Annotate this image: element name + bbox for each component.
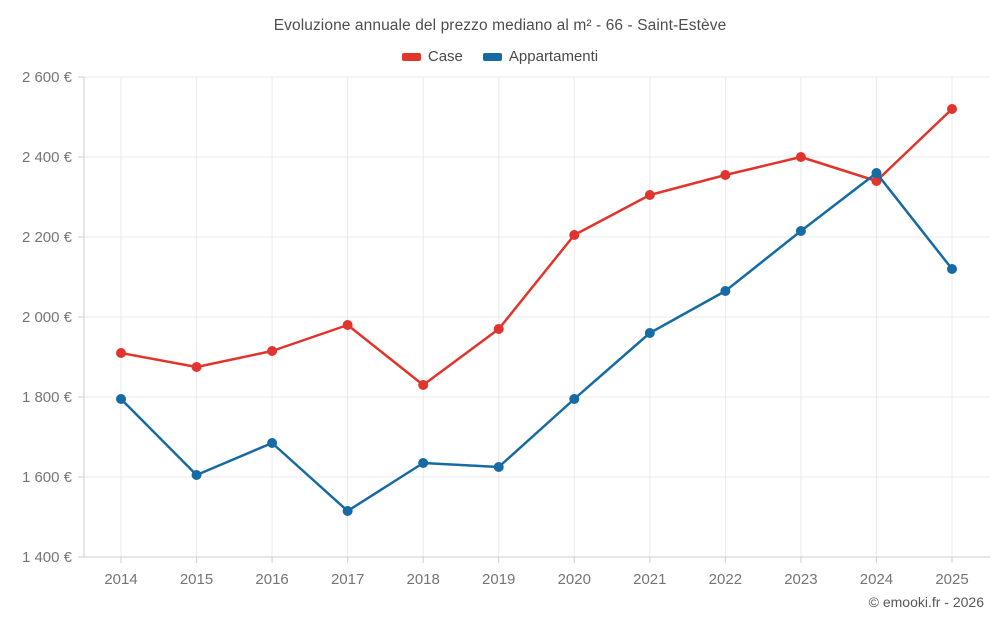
point-appartamenti-2020[interactable] (569, 394, 580, 404)
legend-label-case: Case (427, 48, 463, 65)
point-case-2018[interactable] (418, 380, 429, 390)
point-appartamenti-2022[interactable] (720, 286, 731, 296)
point-case-2022[interactable] (720, 170, 731, 180)
line-appartamenti (119, 171, 954, 513)
x-axis-label: 2023 (784, 571, 817, 588)
x-axis-label: 2015 (180, 571, 213, 588)
point-appartamenti-2025[interactable] (947, 264, 957, 274)
copyright-credit: © emooki.fr - 2026 (868, 594, 984, 610)
y-axis-label: 2 600 € (22, 69, 73, 86)
x-axis-label: 2022 (709, 571, 742, 588)
x-axis-label: 2017 (331, 571, 364, 588)
point-case-2019[interactable] (493, 324, 504, 334)
x-axis-label: 2018 (406, 571, 439, 588)
y-axis-label: 2 000 € (22, 309, 73, 326)
point-appartamenti-2018[interactable] (418, 458, 429, 468)
point-case-2017[interactable] (342, 320, 353, 330)
y-axis-label: 1 800 € (22, 389, 73, 406)
legend-swatch-appartamenti (482, 52, 502, 61)
point-case-2021[interactable] (644, 190, 655, 200)
point-appartamenti-2015[interactable] (191, 470, 202, 480)
x-axis-label: 2020 (558, 571, 591, 588)
point-case-2020[interactable] (569, 230, 580, 240)
legend-swatch-case (401, 52, 421, 61)
point-case-2025[interactable] (947, 104, 957, 114)
x-axis-label: 2021 (633, 571, 666, 588)
y-axis-label: 2 400 € (22, 149, 73, 166)
legend-label-appartamenti: Appartamenti (508, 48, 599, 65)
line-case (119, 107, 954, 387)
y-axis-label: 1 600 € (22, 469, 73, 486)
point-appartamenti-2017[interactable] (342, 506, 353, 516)
legend-item-case[interactable]: Case (401, 48, 463, 65)
point-case-2014[interactable] (116, 348, 126, 358)
point-appartamenti-2016[interactable] (267, 438, 278, 448)
point-appartamenti-2019[interactable] (493, 462, 504, 472)
x-axis-label: 2019 (482, 571, 515, 588)
point-case-2024[interactable] (871, 176, 882, 186)
x-axis-label: 2024 (860, 571, 893, 588)
x-axis-label: 2025 (935, 571, 968, 588)
point-appartamenti-2014[interactable] (116, 394, 126, 404)
legend: Case Appartamenti (0, 48, 1000, 65)
point-case-2016[interactable] (267, 346, 278, 356)
x-axis-label: 2016 (255, 571, 288, 588)
point-case-2023[interactable] (795, 152, 806, 162)
x-axis-label: 2014 (104, 571, 137, 588)
chart-title: Evoluzione annuale del prezzo mediano al… (273, 17, 727, 34)
point-appartamenti-2023[interactable] (795, 226, 806, 236)
y-axis-label: 2 200 € (22, 229, 73, 246)
point-case-2015[interactable] (191, 362, 202, 372)
legend-item-appartamenti[interactable]: Appartamenti (482, 48, 599, 65)
y-axis-label: 1 400 € (22, 549, 73, 566)
point-appartamenti-2024[interactable] (871, 168, 882, 178)
point-appartamenti-2021[interactable] (644, 328, 655, 338)
